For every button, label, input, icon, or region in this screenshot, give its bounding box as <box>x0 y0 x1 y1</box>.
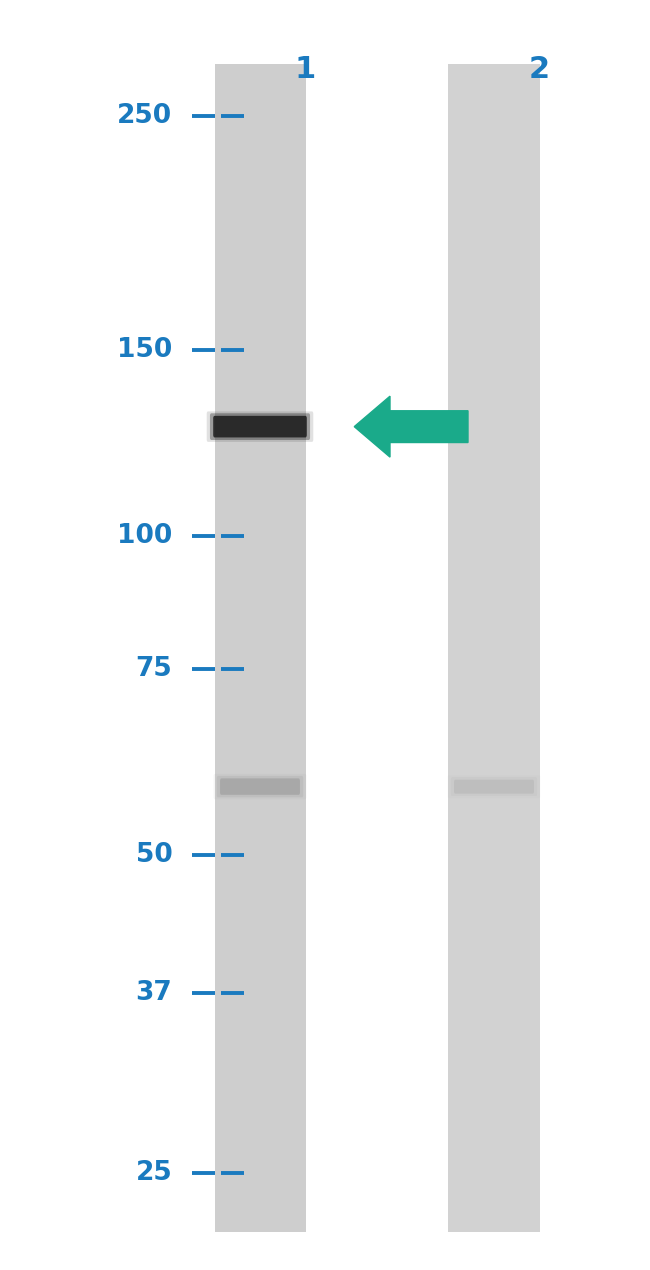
FancyBboxPatch shape <box>207 411 313 442</box>
Text: 100: 100 <box>117 523 172 550</box>
Text: 50: 50 <box>135 842 172 867</box>
FancyBboxPatch shape <box>213 415 307 437</box>
Text: 75: 75 <box>135 655 172 682</box>
Bar <box>214 64 306 1232</box>
Text: 2: 2 <box>529 56 550 84</box>
Text: 37: 37 <box>135 980 172 1006</box>
FancyBboxPatch shape <box>220 779 300 795</box>
FancyBboxPatch shape <box>447 775 541 798</box>
FancyBboxPatch shape <box>451 777 537 796</box>
Bar <box>448 64 540 1232</box>
FancyBboxPatch shape <box>217 776 303 798</box>
FancyBboxPatch shape <box>213 773 307 799</box>
FancyBboxPatch shape <box>454 780 534 794</box>
Text: 25: 25 <box>135 1161 172 1186</box>
Text: 150: 150 <box>117 338 172 363</box>
Text: 1: 1 <box>295 56 316 84</box>
FancyBboxPatch shape <box>210 413 310 439</box>
FancyArrow shape <box>354 396 468 457</box>
Text: 250: 250 <box>117 103 172 128</box>
